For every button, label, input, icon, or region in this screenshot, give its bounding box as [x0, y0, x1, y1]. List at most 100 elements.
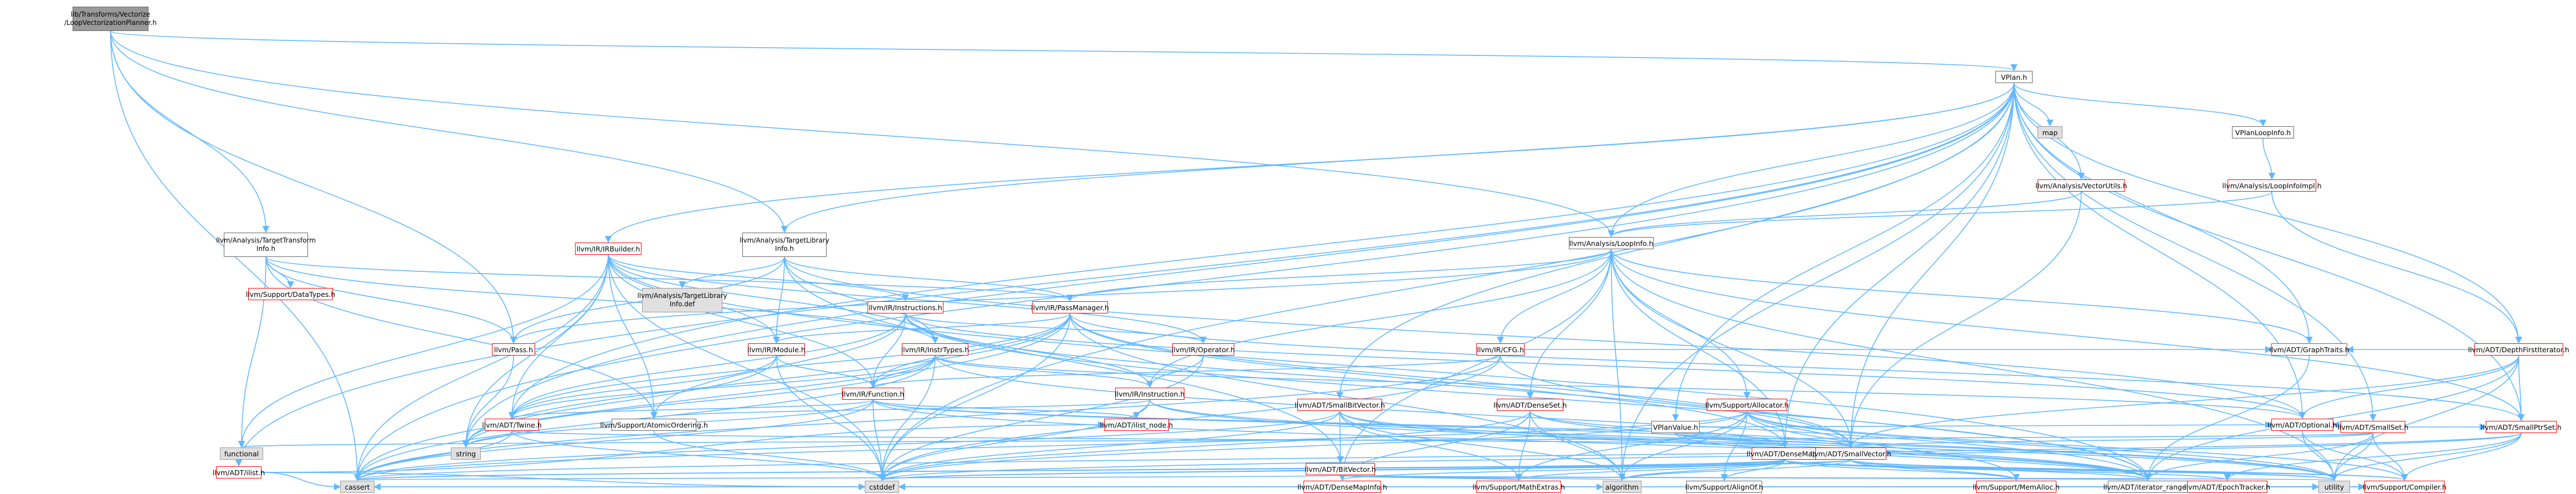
edge-instructions-to-function — [869, 313, 906, 388]
node-label: llvm/Analysis/TargetTransform Info.h — [216, 236, 316, 253]
node-instruction[interactable]: llvm/IR/Instruction.h — [1115, 388, 1185, 400]
node-tlidef[interactable]: llvm/Analysis/TargetLibrary Info.def — [637, 288, 727, 312]
node-tti[interactable]: llvm/Analysis/TargetTransform Info.h — [216, 233, 316, 257]
edge-vplan_h-to-string — [462, 83, 2015, 448]
node-graphtraits[interactable]: llvm/ADT/GraphTraits.h — [2269, 343, 2349, 356]
edge-insttypes-to-cstddef — [878, 355, 936, 481]
edge-loopinfo-to-instruction — [1146, 249, 1612, 388]
node-optional[interactable]: llvm/ADT/Optional.h — [2267, 419, 2337, 431]
edge-irbuilder-to-cassert — [353, 254, 609, 481]
node-pass[interactable]: llvm/Pass.h — [492, 343, 535, 356]
node-label: llvm/Support/Allocator.h — [1705, 400, 1789, 409]
node-twine[interactable]: llvm/ADT/Twine.h — [482, 419, 542, 431]
node-string[interactable]: string — [451, 447, 481, 460]
edge-root-to-pass — [110, 30, 517, 344]
edge-loopinfo-to-pass — [510, 249, 1612, 344]
edge-vplanvalue-to-densemap — [1675, 433, 1789, 448]
node-ilist[interactable]: llvm/ADT/ilist.h — [213, 466, 265, 478]
edge-vectorutils-to-smallvector — [1847, 191, 2082, 448]
edge-smallvector-to-algorithm — [1618, 459, 1851, 481]
edge-graphtraits-to-iterrange — [2144, 355, 2310, 481]
node-smallset[interactable]: llvm/ADT/SmallSet.h — [2338, 421, 2408, 433]
node-passmanager[interactable]: llvm/IR/PassManager.h — [1031, 301, 1109, 313]
node-iterrange[interactable]: llvm/ADT/iterator_range.h — [2103, 481, 2193, 493]
node-root[interactable]: lib/Transforms/Vectorize /LoopVectorizat… — [64, 7, 157, 31]
node-smallptrset[interactable]: llvm/ADT/SmallPtrSet.h — [2481, 421, 2562, 433]
edge-function-to-twine — [509, 399, 874, 419]
edge-irbuilder-to-functional — [238, 254, 609, 448]
node-smallvector[interactable]: llvm/ADT/SmallVector.h — [1810, 447, 1891, 460]
node-tli[interactable]: llvm/Analysis/TargetLibrary Info.h — [740, 233, 829, 257]
edge-bitvector-to-utility — [1340, 473, 2335, 481]
edge-twine-to-smallvector — [511, 430, 1854, 448]
node-memalloc[interactable]: llvm/Support/MemAlloc.h — [1973, 481, 2060, 493]
node-cassert[interactable]: cassert — [340, 481, 374, 493]
edge-vplan_h-to-graphtraits — [2013, 83, 2313, 344]
edge-passmanager-to-twine — [508, 313, 1071, 419]
edge-vplan_h-to-vplanvalue — [1672, 83, 2015, 421]
node-mathextras[interactable]: llvm/Support/MathExtras.h — [1472, 481, 1565, 493]
node-loopinfo[interactable]: llvm/Analysis/LoopInfo.h — [1569, 237, 1654, 249]
node-loopinfoimpl[interactable]: llvm/Analysis/LoopInfoImpl.h — [2222, 179, 2322, 192]
edge-smallset-to-smallvector — [1848, 433, 2374, 448]
node-densemap[interactable]: llvm/ADT/DenseMap.h — [1747, 447, 1823, 460]
edge-smallbitvector-to-bitvector — [1337, 410, 1344, 464]
node-label: llvm/ADT/SmallVector.h — [1810, 449, 1892, 458]
node-datatypes[interactable]: llvm/Support/DataTypes.h — [246, 288, 335, 300]
node-denseset[interactable]: llvm/ADT/DenseSet.h — [1494, 399, 1567, 411]
node-cstddef[interactable]: cstddef — [865, 481, 899, 493]
edge-vplanvalue-to-smallvector — [1675, 433, 1855, 448]
node-alignof[interactable]: llvm/Support/AlignOf.h — [1685, 481, 1763, 493]
node-module[interactable]: llvm/IR/Module.h — [747, 343, 805, 356]
node-label: llvm/IR/Operator.h — [1172, 345, 1235, 354]
node-instructions[interactable]: llvm/IR/Instructions.h — [868, 301, 943, 313]
node-compiler[interactable]: llvm/Support/Compiler.h — [2362, 481, 2447, 493]
edge-function-to-ilistnode — [873, 399, 1140, 419]
edge-smallbitvector-to-cstddef — [878, 410, 1341, 481]
node-operator[interactable]: llvm/IR/Operator.h — [1172, 343, 1235, 356]
edge-instruction-to-ilistnode — [1133, 399, 1151, 419]
edge-ilist-to-ilistnode — [261, 421, 1105, 473]
node-bitvector[interactable]: llvm/ADT/BitVector.h — [1305, 463, 1376, 475]
node-label: llvm/Support/Compiler.h — [2362, 482, 2447, 491]
node-function[interactable]: llvm/IR/Function.h — [842, 388, 904, 400]
node-label: lib/Transforms/Vectorize /LoopVectorizat… — [64, 11, 157, 27]
node-smallbitvector[interactable]: llvm/ADT/SmallBitVector.h — [1295, 399, 1386, 411]
node-label: map — [2042, 128, 2058, 137]
edge-vplan_h-to-cassert — [353, 83, 2015, 481]
node-label: llvm/IR/Function.h — [841, 389, 905, 398]
node-label: llvm/ADT/GraphTraits.h — [2269, 345, 2349, 354]
node-vplanloopinfo[interactable]: VPlanLoopInfo.h — [2232, 126, 2294, 138]
edge-vplan_h-to-smallvector — [1847, 83, 2015, 448]
node-ilistnode[interactable]: llvm/ADT/ilist_node.h — [1100, 419, 1173, 431]
node-label: llvm/ADT/DenseSet.h — [1493, 400, 1567, 409]
edge-passmanager-to-module — [773, 313, 1071, 344]
node-vplan-h[interactable]: VPlan.h — [1995, 71, 2033, 83]
node-label: llvm/ADT/SmallBitVector.h — [1295, 400, 1386, 409]
node-atomic[interactable]: llvm/Support/AtomicOrdering.h — [600, 419, 708, 431]
edge-passmanager-to-cassert — [353, 313, 1071, 481]
node-insttypes[interactable]: llvm/IR/InstrTypes.h — [901, 343, 969, 356]
edge-dfi-to-smallvector — [1847, 355, 2519, 448]
node-densemapinfo[interactable]: llvm/ADT/DenseMapInfo.h — [1297, 481, 1387, 493]
edge-module-to-twine — [508, 355, 777, 419]
node-vectorutils[interactable]: llvm/Analysis/VectorUtils.h — [2035, 179, 2127, 192]
node-algorithm[interactable]: algorithm — [1603, 481, 1641, 493]
node-epochtracker[interactable]: llvm/ADT/EpochTracker.h — [2184, 481, 2270, 493]
node-vplanvalue[interactable]: VPlanValue.h — [1651, 421, 1700, 433]
edge-function-to-cstddef — [873, 399, 886, 481]
node-utility[interactable]: utility — [2318, 481, 2350, 493]
node-label: llvm/ADT/Optional.h — [2267, 420, 2337, 429]
edge-instruction-to-cstddef — [878, 399, 1151, 481]
edge-smallset-to-optional — [2332, 421, 2341, 429]
node-map[interactable]: map — [2038, 126, 2062, 138]
edge-loopinfo-to-passmanager — [1066, 249, 1612, 302]
node-dfi[interactable]: llvm/ADT/DepthFirstIterator.h — [2468, 343, 2569, 356]
node-functional[interactable]: functional — [220, 447, 263, 460]
node-allocator[interactable]: llvm/Support/Allocator.h — [1705, 399, 1789, 411]
node-label: llvm/ADT/ilist.h — [212, 468, 265, 477]
edge-tti-to-insttypes — [265, 256, 939, 344]
node-irbuilder[interactable]: llvm/IR/IRBuilder.h — [575, 243, 642, 255]
node-cfg[interactable]: llvm/IR/CFG.h — [1476, 343, 1525, 356]
edge-loopinfo-to-cfg — [1497, 249, 1612, 344]
